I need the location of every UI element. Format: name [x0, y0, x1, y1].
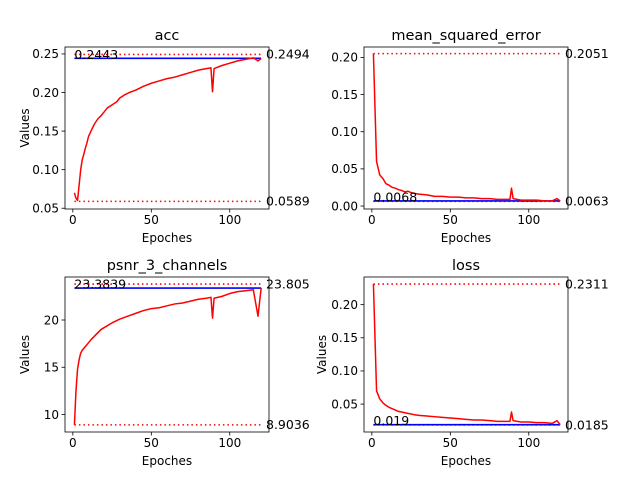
max-value-label: 0.2494 — [266, 47, 310, 62]
chart-title: psnr_3_channels — [107, 258, 228, 274]
axes-frame — [363, 276, 569, 433]
max-value-label: 23.805 — [266, 276, 310, 291]
subplot-2: 0 50 100 10 15 20 psnr_3_channels Epoches Values… — [18, 258, 310, 468]
series-line — [73, 287, 262, 425]
y-tick-label: 0.10 — [32, 163, 59, 177]
y-axis-label: Values — [18, 335, 32, 374]
min-value-label: 0.0063 — [565, 194, 609, 209]
last-value-label: 0.0068 — [373, 189, 417, 204]
series-line — [372, 284, 561, 426]
x-tick-label: 50 — [443, 213, 458, 227]
series-line — [73, 57, 262, 202]
x-tick-label: 50 — [443, 436, 458, 450]
y-tick-label: 0.25 — [32, 47, 59, 61]
series-line — [372, 53, 561, 202]
subplot-3: 0 50 100 0.05 0.10 0.15 0.20 loss Epoches Values 0… — [315, 258, 609, 468]
y-tick-label: 0.05 — [32, 202, 59, 216]
y-tick-label: 0.15 — [331, 88, 358, 102]
max-value-label: 0.2051 — [565, 46, 609, 61]
x-tick-label: 0 — [368, 213, 376, 227]
y-tick-label: 0.05 — [331, 162, 358, 176]
plot-area — [372, 52, 561, 203]
x-tick-label: 100 — [517, 213, 540, 227]
x-axis-label: Epoches — [142, 454, 192, 468]
x-tick-label: 50 — [144, 213, 159, 227]
y-tick-label: 15 — [44, 361, 59, 375]
y-tick-label: 0.05 — [331, 397, 358, 411]
axes-frame — [64, 276, 270, 433]
subplot-1: 0 50 100 0.00 0.05 0.10 0.15 0.20 mean_squared_e… — [331, 28, 608, 245]
last-value-label: 0.019 — [373, 413, 409, 428]
plot-area — [73, 53, 262, 203]
chart-title: mean_squared_error — [391, 28, 540, 44]
y-tick-label: 0.10 — [331, 364, 358, 378]
min-value-label: 0.0589 — [266, 194, 310, 209]
x-tick-label: 0 — [69, 436, 77, 450]
y-tick-label: 0.20 — [331, 51, 358, 65]
x-tick-label: 100 — [517, 436, 540, 450]
chart-title: loss — [452, 258, 480, 274]
min-value-label: 8.9036 — [266, 417, 310, 432]
x-axis-label: Epoches — [142, 231, 192, 245]
plot-area — [73, 283, 262, 426]
y-tick-label: 20 — [44, 313, 59, 327]
x-tick-label: 0 — [69, 213, 77, 227]
y-axis-label: Values — [18, 108, 32, 147]
x-tick-label: 50 — [144, 436, 159, 450]
chart-title: acc — [155, 28, 180, 44]
x-axis-label: Epoches — [441, 454, 491, 468]
axes-frame — [64, 46, 270, 210]
y-tick-label: 0.20 — [331, 298, 358, 312]
y-tick-label: 0.20 — [32, 86, 59, 100]
last-value-label: 0.2443 — [74, 47, 118, 62]
plot-area — [372, 283, 561, 426]
y-tick-label: 0.15 — [331, 331, 358, 345]
axes-frame — [363, 46, 569, 210]
x-tick-label: 100 — [218, 213, 241, 227]
y-tick-label: 0.10 — [331, 125, 358, 139]
y-axis-label: Values — [315, 335, 329, 374]
x-axis-label: Epoches — [441, 231, 491, 245]
y-tick-label: 10 — [44, 408, 59, 422]
x-tick-label: 100 — [218, 436, 241, 450]
y-tick-label: 0.15 — [32, 124, 59, 138]
min-value-label: 0.0185 — [565, 417, 609, 432]
subplot-0: 0 50 100 0.05 0.10 0.15 0.20 0.25 acc Epoches Valu… — [18, 28, 310, 245]
max-value-label: 0.2311 — [565, 276, 609, 291]
x-tick-label: 0 — [368, 436, 376, 450]
last-value-label: 23.3839 — [74, 277, 126, 292]
y-tick-label: 0.00 — [331, 199, 358, 213]
